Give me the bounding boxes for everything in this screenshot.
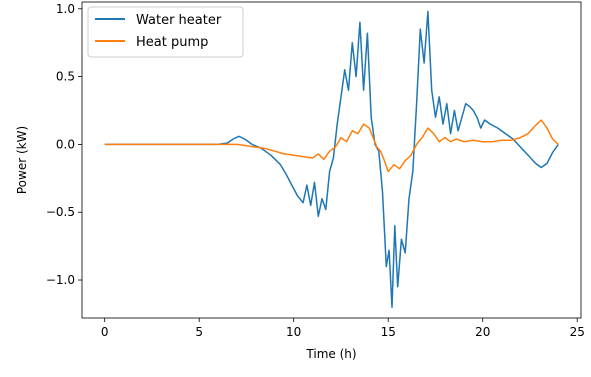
axes-frame [81,1,582,319]
series-line-1 [104,119,559,173]
x-tick-label: 20 [475,325,490,339]
x-tick-label: 10 [286,325,301,339]
x-tick-label: 25 [570,325,585,339]
y-tick-label: −0.5 [46,205,75,219]
x-axis-label: Time (h) [305,347,356,361]
series-line-0 [104,10,559,308]
x-tick-label: 15 [381,325,396,339]
legend-label-0: Water heater [136,13,222,28]
x-tick-label: 5 [195,325,203,339]
y-tick-label: 1.0 [56,2,75,16]
y-axis-ticks: −1.0 −0.5 0.0 0.5 1.0 [46,2,82,287]
y-tick-label: 0.5 [56,70,75,84]
series-layer [104,10,559,308]
y-axis-label: Power (kW) [15,126,29,194]
legend-label-1: Heat pump [136,35,208,50]
legend: Water heater Heat pump [87,6,244,58]
y-tick-label: 0.0 [56,137,75,151]
x-axis-ticks: 0 5 10 15 20 25 [101,318,585,339]
legend-frame [87,6,244,58]
x-tick-label: 0 [101,325,109,339]
y-tick-label: −1.0 [46,273,75,287]
